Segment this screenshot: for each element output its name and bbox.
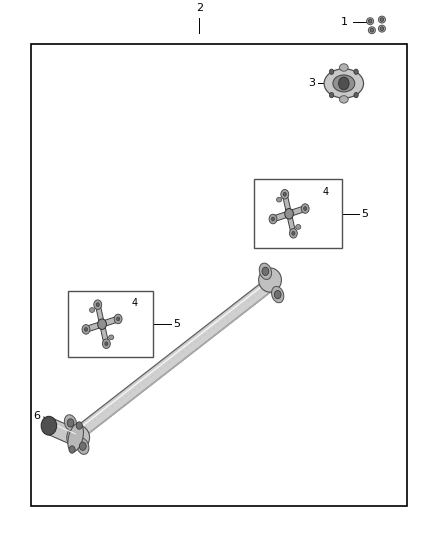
- Circle shape: [304, 207, 307, 211]
- Ellipse shape: [367, 18, 374, 25]
- Circle shape: [292, 231, 295, 235]
- Circle shape: [79, 442, 86, 450]
- Circle shape: [117, 317, 120, 321]
- Circle shape: [114, 314, 122, 324]
- Ellipse shape: [258, 268, 281, 292]
- Circle shape: [262, 267, 269, 276]
- Circle shape: [67, 419, 74, 427]
- Circle shape: [354, 93, 358, 98]
- Circle shape: [281, 189, 289, 199]
- Ellipse shape: [296, 224, 301, 229]
- Ellipse shape: [77, 438, 89, 455]
- Ellipse shape: [41, 416, 57, 435]
- Circle shape: [339, 77, 349, 90]
- Ellipse shape: [339, 64, 348, 71]
- Circle shape: [69, 446, 75, 453]
- Bar: [68, 291, 153, 358]
- Text: 5: 5: [361, 209, 368, 219]
- Ellipse shape: [370, 28, 374, 32]
- Ellipse shape: [285, 208, 293, 219]
- Text: 3: 3: [308, 78, 315, 88]
- Ellipse shape: [272, 286, 284, 303]
- Circle shape: [301, 204, 309, 213]
- Circle shape: [102, 339, 110, 349]
- Circle shape: [329, 69, 334, 75]
- Text: 4: 4: [323, 187, 329, 197]
- Ellipse shape: [368, 27, 375, 34]
- Polygon shape: [95, 304, 109, 344]
- Ellipse shape: [380, 18, 384, 21]
- Ellipse shape: [259, 263, 272, 279]
- Ellipse shape: [333, 75, 355, 92]
- Polygon shape: [283, 193, 296, 234]
- Circle shape: [94, 300, 102, 310]
- Polygon shape: [272, 206, 306, 222]
- Text: 5: 5: [173, 319, 180, 329]
- Ellipse shape: [64, 415, 77, 431]
- Bar: [31, 44, 407, 506]
- Polygon shape: [46, 418, 78, 446]
- Ellipse shape: [67, 425, 90, 450]
- Ellipse shape: [98, 319, 106, 329]
- Circle shape: [269, 214, 277, 224]
- Polygon shape: [74, 277, 275, 440]
- Circle shape: [85, 327, 88, 332]
- Circle shape: [354, 69, 358, 75]
- Bar: [254, 179, 342, 248]
- Ellipse shape: [339, 95, 348, 103]
- Circle shape: [290, 229, 297, 238]
- Circle shape: [76, 422, 82, 429]
- Text: 2: 2: [196, 3, 203, 13]
- Ellipse shape: [109, 335, 114, 340]
- Circle shape: [82, 325, 90, 334]
- Text: 4: 4: [131, 298, 138, 308]
- Ellipse shape: [378, 25, 385, 32]
- Circle shape: [274, 290, 281, 298]
- Ellipse shape: [378, 16, 385, 23]
- Ellipse shape: [276, 197, 282, 202]
- Text: 1: 1: [341, 17, 348, 27]
- Ellipse shape: [68, 423, 84, 452]
- Circle shape: [96, 303, 99, 306]
- Ellipse shape: [324, 69, 364, 98]
- Text: 6: 6: [34, 411, 41, 421]
- Circle shape: [105, 342, 108, 345]
- Ellipse shape: [380, 27, 384, 30]
- Circle shape: [283, 192, 286, 196]
- Circle shape: [272, 217, 275, 221]
- Polygon shape: [85, 316, 119, 332]
- Circle shape: [329, 93, 334, 98]
- Ellipse shape: [89, 308, 95, 312]
- Ellipse shape: [368, 19, 372, 23]
